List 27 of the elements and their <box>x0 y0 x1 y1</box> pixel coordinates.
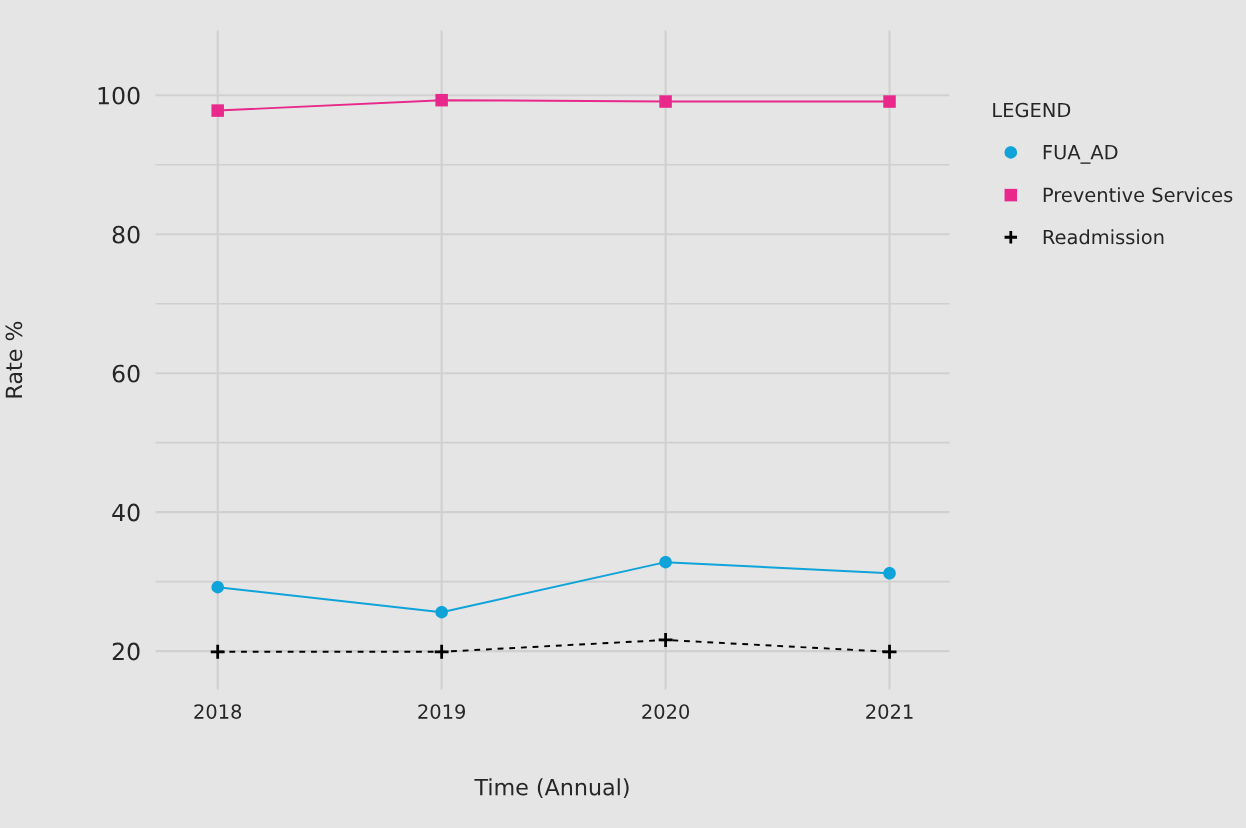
x-tick-label: 2020 <box>642 704 690 719</box>
x-tick-label: 2021 <box>866 704 913 719</box>
point <box>435 605 448 619</box>
y-tick-label: 60 <box>112 364 140 383</box>
y-tick-label: 20 <box>112 642 140 661</box>
x-axis-title: Time (Annual) <box>474 778 629 799</box>
point <box>435 93 448 107</box>
point <box>881 643 898 661</box>
point <box>211 580 224 594</box>
point <box>433 643 450 661</box>
point <box>209 643 227 661</box>
point <box>883 567 896 580</box>
point <box>211 104 224 117</box>
legend-title: LEGEND <box>993 102 1071 118</box>
point <box>659 95 672 108</box>
x-tick-label: 2018 <box>194 704 242 719</box>
legend-label: Preventive Services <box>1043 187 1233 203</box>
y-tick-label: 80 <box>112 225 140 244</box>
x-tick-label: 2019 <box>418 704 466 719</box>
legend-label: FUA_AD <box>1043 145 1118 164</box>
point <box>659 555 672 569</box>
y-axis-title: Rate % <box>5 321 23 398</box>
y-tick-label: 40 <box>112 503 140 522</box>
point <box>883 95 896 108</box>
legend-label: Readmission <box>1043 229 1164 245</box>
point <box>657 631 674 649</box>
y-tick-label: 100 <box>98 86 140 105</box>
